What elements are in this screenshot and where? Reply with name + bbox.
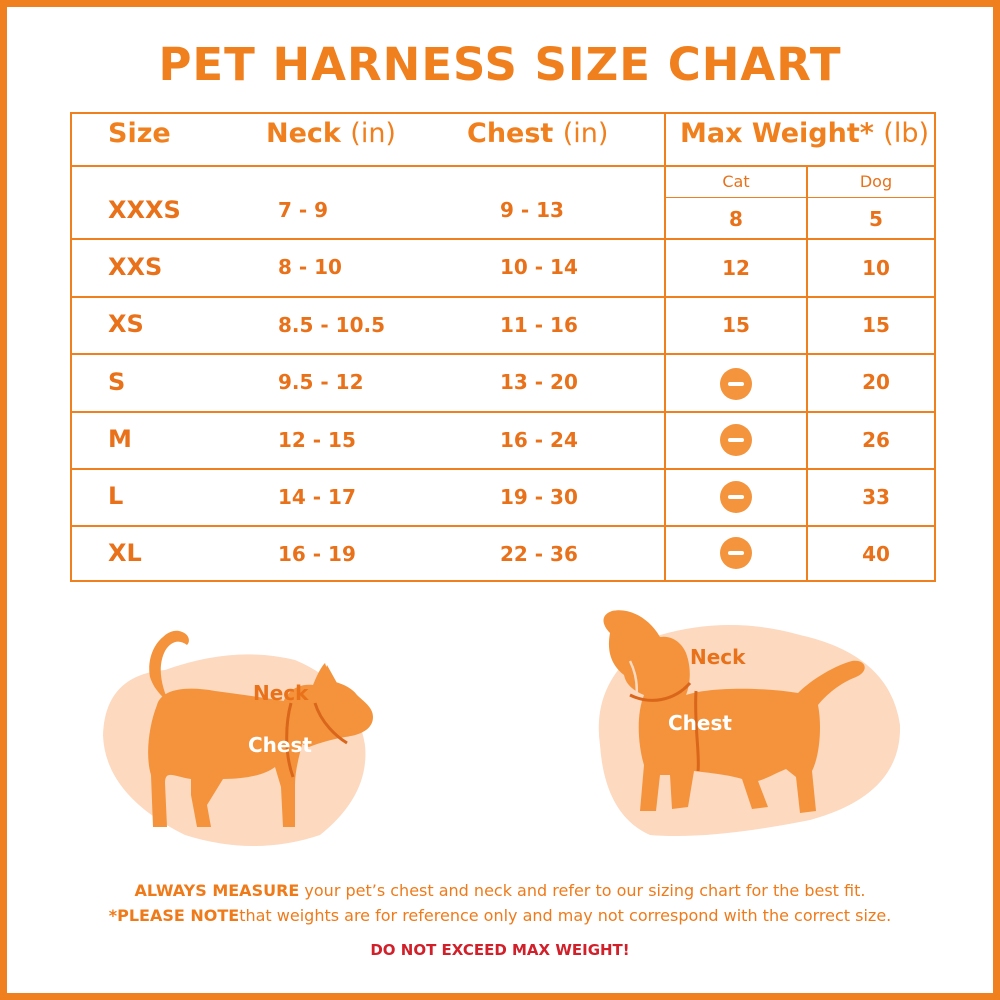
row-dog-weight: 20	[862, 370, 890, 394]
cat-neck-label: Neck	[253, 681, 309, 705]
row-size: XXS	[108, 253, 163, 281]
row-dog-weight: 15	[862, 313, 890, 337]
measure-note-bold: ALWAYS MEASURE	[134, 881, 300, 900]
row-cat-weight: 8	[729, 207, 743, 231]
measure-note: ALWAYS MEASURE your pet’s chest and neck…	[0, 881, 1000, 900]
row-neck: 9.5 - 12	[278, 370, 364, 394]
header-weight-unit: (lb)	[883, 118, 929, 149]
header-max-weight: Max Weight* (lb)	[680, 118, 929, 149]
row-divider	[70, 353, 936, 355]
row-neck: 7 - 9	[278, 198, 329, 222]
row-size: XXXS	[108, 196, 181, 224]
row-neck: 8.5 - 10.5	[278, 313, 386, 337]
header-size: Size	[108, 118, 171, 149]
row-size: XL	[108, 539, 142, 567]
header-divider	[70, 165, 936, 167]
header-chest-label: Chest	[467, 118, 554, 149]
measure-note-text: your pet’s chest and neck and refer to o…	[299, 881, 866, 900]
minus-circle-icon	[720, 368, 752, 400]
subheader-cat: Cat	[722, 172, 750, 191]
dog-neck-label: Neck	[690, 645, 746, 669]
cat-chest-label: Chest	[248, 733, 312, 757]
subheader-divider	[666, 197, 936, 198]
weight-note: *PLEASE NOTEthat weights are for referen…	[0, 906, 1000, 925]
row-dog-weight: 5	[869, 207, 883, 231]
max-weight-warning: DO NOT EXCEED MAX WEIGHT!	[370, 941, 630, 959]
row-divider	[70, 468, 936, 470]
row-dog-weight: 40	[862, 542, 890, 566]
row-dog-weight: 10	[862, 256, 890, 280]
row-divider	[70, 238, 936, 240]
dog-chest-strap-shape	[694, 690, 700, 772]
row-size: M	[108, 425, 132, 453]
cat-neck-strap-shape	[313, 702, 348, 745]
header-neck-label: Neck	[266, 118, 341, 149]
row-neck: 8 - 10	[278, 255, 342, 279]
minus-circle-icon	[720, 481, 752, 513]
row-divider	[70, 525, 936, 527]
row-chest: 10 - 14	[500, 255, 578, 279]
row-chest: 11 - 16	[500, 313, 578, 337]
row-divider	[70, 296, 936, 298]
row-cat-weight: 12	[722, 256, 750, 280]
row-chest: 19 - 30	[500, 485, 578, 509]
minus-circle-icon	[720, 424, 752, 456]
header-weight-label: Max Weight*	[680, 118, 874, 149]
row-neck: 16 - 19	[278, 542, 356, 566]
header-neck-unit: (in)	[350, 118, 396, 149]
cat-chest-strap-shape	[285, 702, 295, 778]
cat-measure-illustration: Neck Chest	[103, 630, 373, 846]
weight-note-bold: *PLEASE NOTE	[108, 906, 240, 925]
dog-measure-illustration: Neck Chest	[598, 610, 901, 836]
row-chest: 22 - 36	[500, 542, 578, 566]
row-size: S	[108, 368, 126, 396]
size-table	[70, 112, 936, 582]
cat-silhouette-icon	[148, 630, 373, 827]
row-chest: 16 - 24	[500, 428, 578, 452]
row-dog-weight: 33	[862, 485, 890, 509]
row-neck: 14 - 17	[278, 485, 356, 509]
weight-column-divider	[664, 112, 666, 582]
header-chest: Chest (in)	[467, 118, 608, 149]
row-chest: 9 - 13	[500, 198, 564, 222]
dog-silhouette-icon	[603, 610, 865, 813]
row-chest: 13 - 20	[500, 370, 578, 394]
cat-dog-divider	[806, 167, 808, 582]
weight-note-text: that weights are for reference only and …	[239, 906, 892, 925]
subheader-dog: Dog	[859, 172, 893, 191]
row-neck: 12 - 15	[278, 428, 356, 452]
header-chest-unit: (in)	[562, 118, 609, 149]
minus-circle-icon	[720, 537, 752, 569]
row-dog-weight: 26	[862, 428, 890, 452]
dog-neck-strap-shape	[629, 681, 692, 702]
header-neck: Neck (in)	[266, 118, 396, 149]
row-divider	[70, 411, 936, 413]
row-size: XS	[108, 310, 144, 338]
row-size: L	[108, 482, 124, 510]
row-cat-weight: 15	[722, 313, 750, 337]
dog-chest-label: Chest	[668, 711, 732, 735]
page-title: PET HARNESS SIZE CHART	[158, 38, 842, 91]
